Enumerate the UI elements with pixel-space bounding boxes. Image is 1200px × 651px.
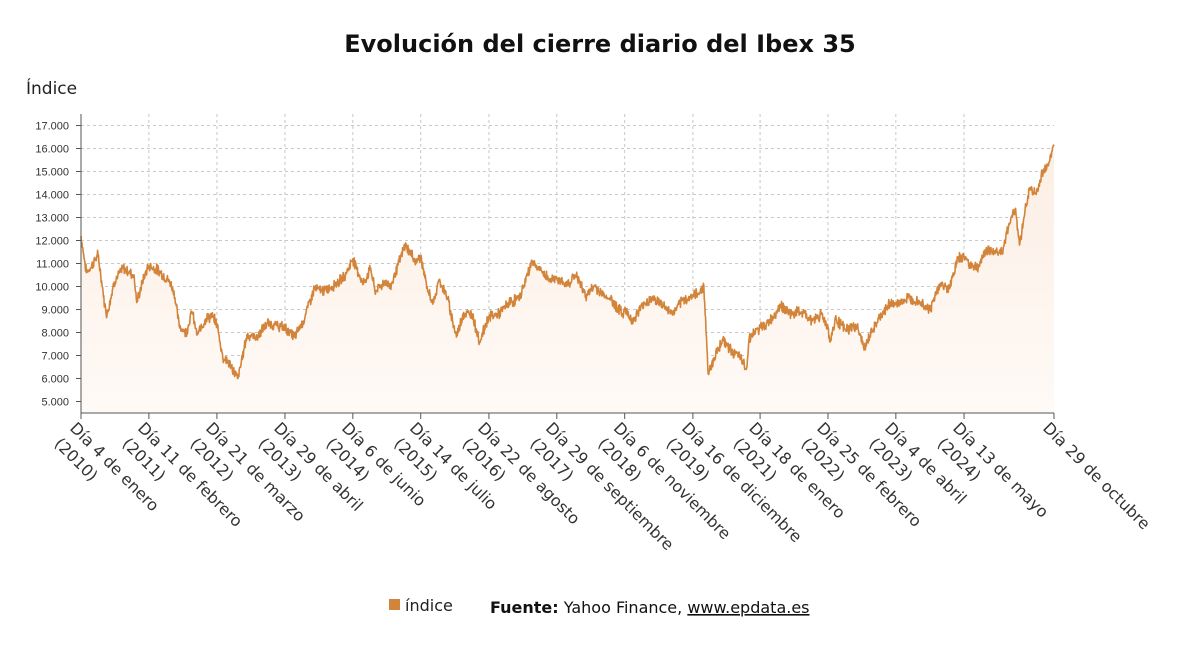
series-line bbox=[80, 144, 1055, 380]
y-tick-label: 6.000 bbox=[41, 374, 69, 386]
y-tick-label: 11.000 bbox=[36, 259, 69, 271]
x-tick-label-line: Día 29 de octubre bbox=[1039, 418, 1154, 533]
series-layer bbox=[80, 144, 1055, 413]
legend: índice bbox=[389, 596, 453, 615]
source-label: Fuente: bbox=[490, 598, 559, 617]
y-tick-label: 17.000 bbox=[35, 121, 69, 133]
y-tick-label: 9.000 bbox=[41, 305, 69, 317]
legend-label: índice bbox=[405, 596, 453, 615]
source-note: Fuente: Yahoo Finance, www.epdata.es bbox=[490, 598, 810, 617]
y-tick-label: 13.000 bbox=[35, 213, 69, 225]
source-link[interactable]: www.epdata.es bbox=[687, 598, 809, 617]
axes bbox=[76, 114, 1055, 419]
y-tick-label: 8.000 bbox=[41, 328, 69, 340]
x-tick-label: Día 29 de octubre bbox=[1039, 418, 1154, 533]
source-text: Yahoo Finance, bbox=[559, 598, 688, 617]
series-area bbox=[81, 145, 1054, 413]
legend-swatch bbox=[389, 599, 400, 610]
y-tick-label: 10.000 bbox=[35, 282, 69, 294]
y-axis-label: Índice bbox=[26, 77, 77, 99]
y-tick-labels: 5.000 6.000 7.000 8.000 9.000 10.000 11.000 12.… bbox=[35, 121, 69, 409]
y-tick-label: 5.000 bbox=[41, 397, 69, 409]
chart-title: Evolución del cierre diario del Ibex 35 bbox=[344, 30, 855, 58]
y-tick-label: 14.000 bbox=[35, 190, 69, 202]
y-tick-label: 12.000 bbox=[35, 236, 69, 248]
x-tick-labels: Día 4 de enero(2010) Día 11 de febrero(20… bbox=[51, 418, 1154, 554]
y-tick-label: 16.000 bbox=[35, 144, 69, 156]
y-tick-label: 7.000 bbox=[41, 351, 69, 363]
y-tick-label: 15.000 bbox=[35, 167, 69, 179]
